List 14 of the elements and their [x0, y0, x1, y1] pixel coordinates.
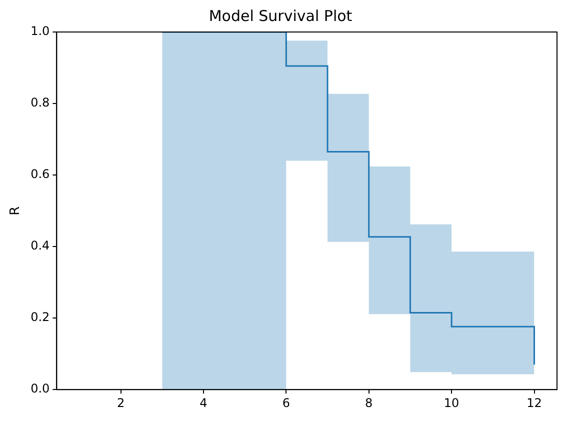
y-tick-label: 1.0	[30, 24, 50, 38]
y-tick-label: 0.6	[30, 167, 50, 182]
x-tick-label: 8	[365, 396, 373, 410]
y-tick-label: 0.0	[30, 382, 50, 396]
x-tick-label: 6	[282, 396, 290, 410]
y-axis-title: R	[8, 206, 24, 216]
x-tick-label: 4	[200, 396, 208, 410]
chart-title: Model Survival Plot	[208, 6, 352, 25]
x-tick-label: 12	[526, 396, 542, 410]
y-tick-label: 0.2	[30, 310, 50, 324]
y-tick-label: 0.4	[30, 238, 50, 253]
y-tick-label: 0.8	[30, 96, 50, 110]
x-tick-label: 10	[444, 396, 460, 410]
x-tick-label: 2	[116, 396, 125, 410]
